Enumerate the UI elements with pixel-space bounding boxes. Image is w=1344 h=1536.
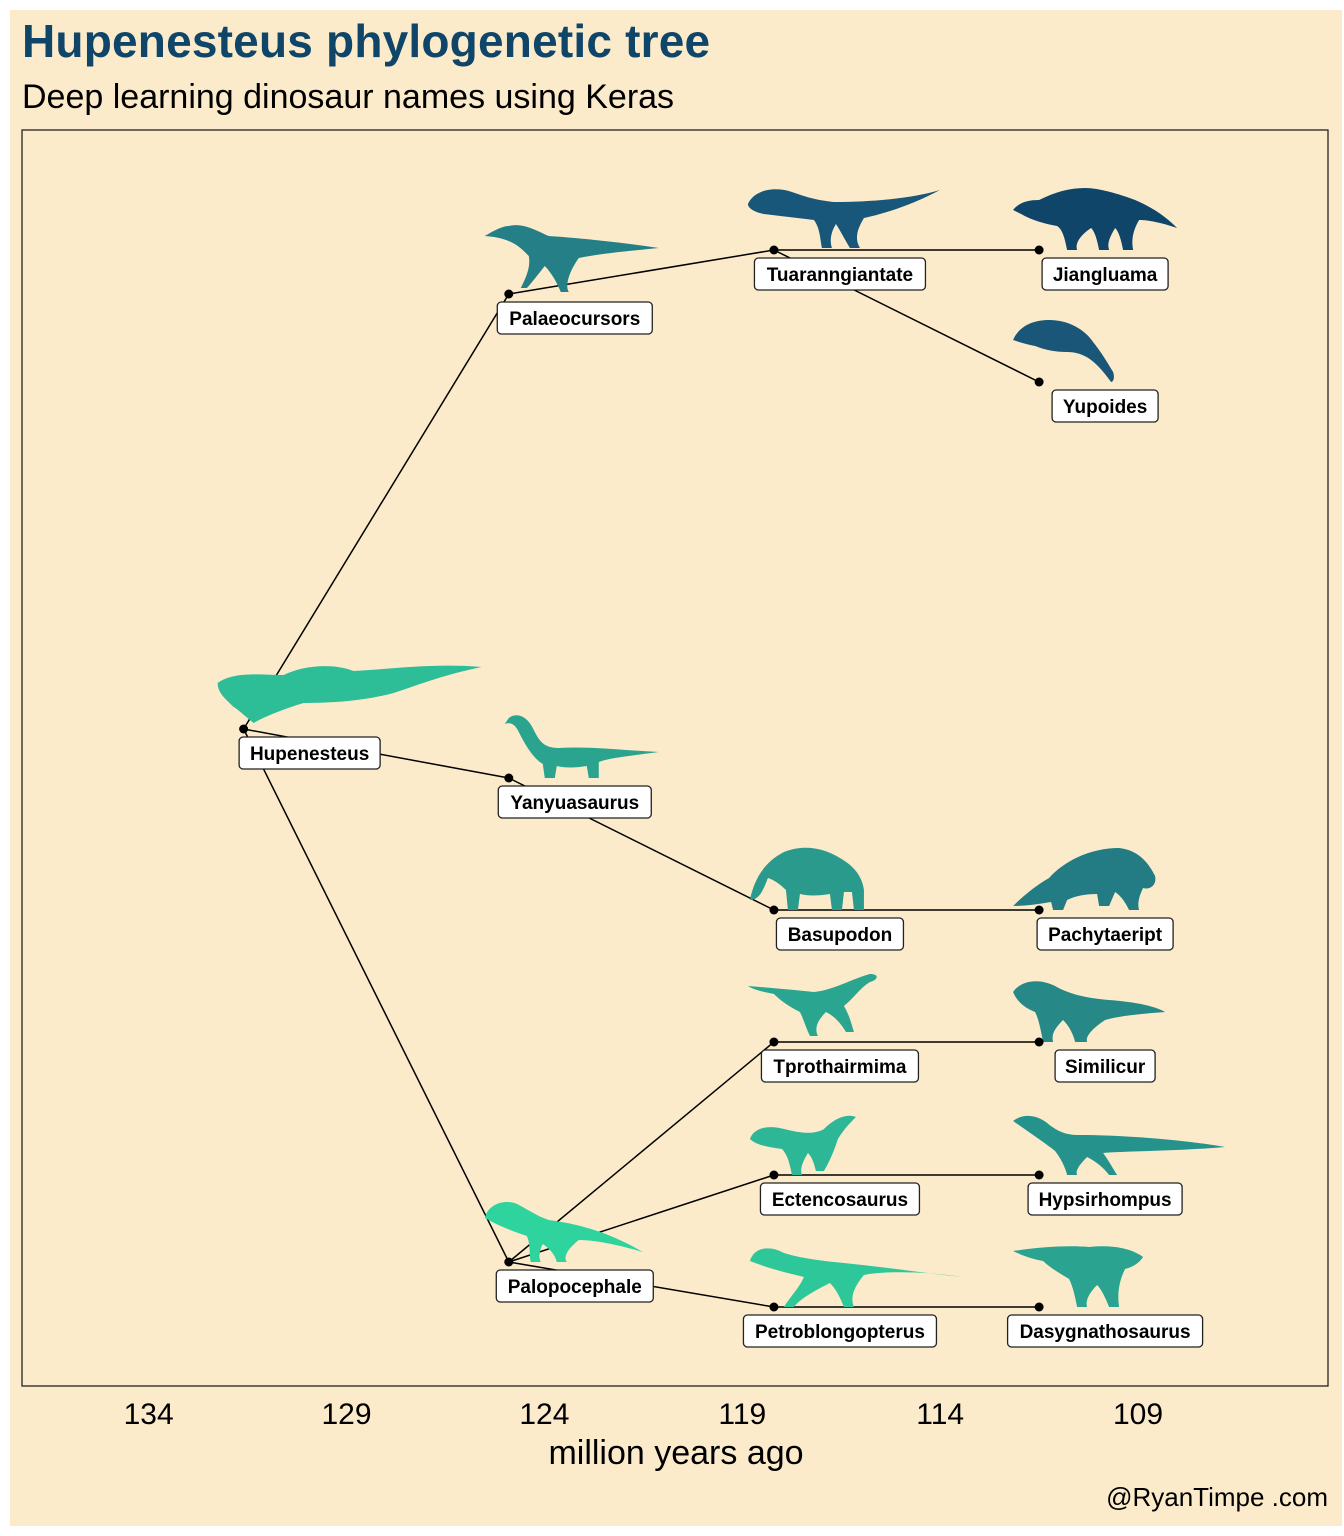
node-label-yanyuasaurus: Yanyuasaurus <box>497 785 652 819</box>
node-label-text: Jiangluama <box>1053 265 1158 286</box>
node-label-similicur: Similicur <box>1054 1049 1156 1083</box>
node-label-box <box>759 1182 921 1216</box>
edge-hupenesteus-to-palaeocursors <box>242 293 510 730</box>
node-label-box <box>1036 917 1174 951</box>
spinosaur-icon <box>217 665 482 723</box>
dilophosaur-icon <box>749 1248 962 1307</box>
node-label-box <box>760 1049 920 1083</box>
x-tick-label-129: 129 <box>321 1398 371 1431</box>
node-label-box <box>1027 1182 1183 1216</box>
sauropod-icon <box>504 715 659 778</box>
chart-title: Hupenesteus phylogenetic tree <box>22 15 711 67</box>
node-label-palopocephale: Palopocephale <box>495 1269 654 1303</box>
node-label-text: Tprothairmima <box>773 1057 906 1078</box>
node-label-petroblongopterus: Petroblongopterus <box>742 1314 938 1348</box>
node-label-text: Pachytaeript <box>1048 925 1163 946</box>
node-label-hypsirhompus: Hypsirhompus <box>1027 1182 1183 1216</box>
node-label-text: Similicur <box>1065 1057 1146 1078</box>
node-point-yanyuasaurus <box>504 773 514 783</box>
plot-panel-border <box>21 129 1329 1387</box>
node-label-box <box>495 1269 654 1303</box>
node-label-text: Yanyuasaurus <box>510 793 639 814</box>
node-point-dasygnathosaurus <box>1034 1302 1044 1312</box>
node-point-jiangluama <box>1034 245 1044 255</box>
prosauropod-icon <box>749 1115 856 1175</box>
node-label-text: Basupodon <box>788 925 893 946</box>
node-point-yupoides <box>1034 377 1044 387</box>
node-point-tuaranngiantate <box>769 245 779 255</box>
edge-palaeocursors-to-tuaranngiantate <box>508 249 775 295</box>
node-point-pachytaeript <box>1034 905 1044 915</box>
x-tick-label-109: 109 <box>1113 1398 1163 1431</box>
node-label-text: Hupenesteus <box>250 744 369 765</box>
node-label-box <box>1054 1049 1156 1083</box>
node-label-box <box>238 736 381 770</box>
node-label-text: Palaeocursors <box>509 309 640 330</box>
x-tick-label-124: 124 <box>519 1398 569 1431</box>
node-label-text: Yupoides <box>1063 397 1147 418</box>
node-label-text: Petroblongopterus <box>755 1322 925 1343</box>
node-label-pachytaeript: Pachytaeript <box>1036 917 1174 951</box>
node-label-text: Palopocephale <box>508 1277 642 1298</box>
node-label-box <box>753 257 927 291</box>
node-label-box <box>1006 1314 1204 1348</box>
node-point-palopocephale <box>504 1257 514 1267</box>
x-tick-label-134: 134 <box>124 1398 174 1431</box>
leaping-icon <box>1013 320 1114 382</box>
node-label-tprothairmima: Tprothairmima <box>760 1049 920 1083</box>
edge-hupenesteus-to-palopocephale <box>242 728 510 1263</box>
node-label-ectencosaurus: Ectencosaurus <box>759 1182 921 1216</box>
node-label-text: Ectencosaurus <box>772 1190 908 1211</box>
x-tick-label-114: 114 <box>916 1398 964 1431</box>
caption-credit: @RyanTimpe .com <box>1106 1482 1328 1512</box>
hadrosaur-icon <box>1013 1246 1144 1307</box>
node-label-tuaranngiantate: Tuaranngiantate <box>753 257 927 291</box>
node-label-box <box>497 785 652 819</box>
node-label-box <box>1041 257 1169 291</box>
node-label-text: Dasygnathosaurus <box>1020 1322 1191 1343</box>
ornithomimid-icon <box>1013 1115 1226 1175</box>
node-point-petroblongopterus <box>769 1302 779 1312</box>
node-label-box <box>496 301 653 335</box>
node-points <box>239 245 1044 1312</box>
edge-palopocephale-to-ectencosaurus <box>508 1174 775 1263</box>
node-label-box <box>742 1314 938 1348</box>
node-label-text: Hypsirhompus <box>1039 1190 1172 1211</box>
tyrannosaur-icon <box>747 189 940 248</box>
ankylosaur-icon <box>1013 848 1156 910</box>
x-axis-label: million years ago <box>548 1434 804 1472</box>
x-tick-label-119: 119 <box>718 1398 766 1431</box>
raptor-icon <box>747 974 877 1036</box>
node-label-dasygnathosaurus: Dasygnathosaurus <box>1006 1314 1204 1348</box>
elephant-icon <box>749 847 864 910</box>
dinosaur-silhouettes <box>217 188 1226 1307</box>
node-point-ectencosaurus <box>769 1170 779 1180</box>
chart-subtitle: Deep learning dinosaur names using Keras <box>22 78 675 116</box>
node-label-palaeocursors: Palaeocursors <box>496 301 653 335</box>
node-point-basupodon <box>769 905 779 915</box>
node-label-yupoides: Yupoides <box>1051 389 1159 423</box>
x-axis-ticks: 134 129 124 119 114 109 <box>124 1398 1163 1431</box>
node-label-basupodon: Basupodon <box>775 917 905 951</box>
tree-edges <box>242 249 1040 1308</box>
node-point-palaeocursors <box>504 289 514 299</box>
node-point-hupenesteus <box>239 724 249 734</box>
node-point-tprothairmima <box>769 1037 779 1047</box>
node-label-box <box>1051 389 1159 423</box>
pachycephalosaur-icon <box>484 1202 643 1262</box>
node-label-text: Tuaranngiantate <box>767 265 913 286</box>
node-labels: Hupenesteus Palaeocursors Yanyuasaurus Palo… <box>238 257 1204 1348</box>
theropod-icon <box>484 225 659 292</box>
carnosaur-icon <box>1013 981 1166 1042</box>
node-label-jiangluama: Jiangluama <box>1041 257 1169 291</box>
stegosaur-icon <box>1013 188 1178 250</box>
node-label-hupenesteus: Hupenesteus <box>238 736 381 770</box>
node-point-similicur <box>1034 1037 1044 1047</box>
node-label-box <box>775 917 905 951</box>
node-point-hypsirhompus <box>1034 1170 1044 1180</box>
